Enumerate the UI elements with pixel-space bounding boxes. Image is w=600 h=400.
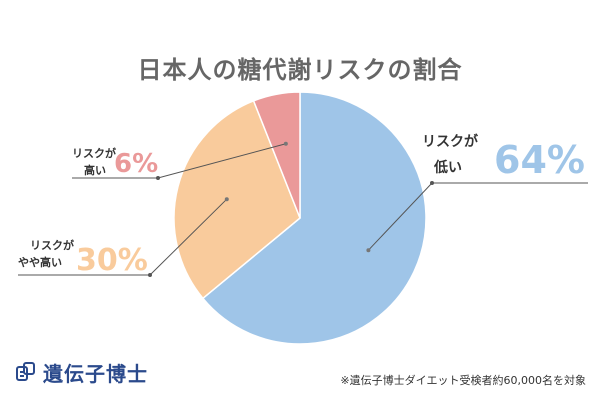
slice-value-mid: 30% bbox=[76, 243, 148, 278]
leader-line-low-dot bbox=[366, 248, 371, 253]
slice-label-mid-line2: やや高い bbox=[18, 255, 62, 269]
leader-line-mid-dot bbox=[224, 197, 229, 202]
slice-label-low-line1: リスクが bbox=[422, 133, 479, 150]
leader-line-high-dot bbox=[283, 141, 288, 146]
slice-value-high: 6% bbox=[114, 149, 158, 179]
slice-label-high-line2: 高い bbox=[84, 163, 106, 177]
leader-line-low-dot bbox=[430, 181, 434, 185]
pie-slice-mid bbox=[173, 99, 301, 300]
slice-label-low-line2: 低い bbox=[433, 159, 462, 176]
slice-label-high-line1: リスクが bbox=[72, 146, 116, 160]
slice-value-low: 64% bbox=[494, 138, 585, 182]
brand-name: 遺伝子博士 bbox=[43, 361, 148, 386]
dna-pin-icon bbox=[16, 362, 35, 381]
leader-line-mid-dot bbox=[148, 273, 152, 277]
slice-label-mid-line1: リスクが bbox=[30, 238, 74, 252]
brand-logo: 遺伝子博士 bbox=[15, 359, 148, 386]
footnote: ※遺伝子博士ダイエット受検者約60,000名を対象 bbox=[340, 374, 586, 387]
chart-title: 日本人の糖代謝リスクの割合 bbox=[137, 56, 463, 84]
pie-slice-low bbox=[201, 91, 427, 345]
pie-slice-high bbox=[252, 91, 301, 219]
leader-line-high-dot bbox=[156, 176, 160, 180]
